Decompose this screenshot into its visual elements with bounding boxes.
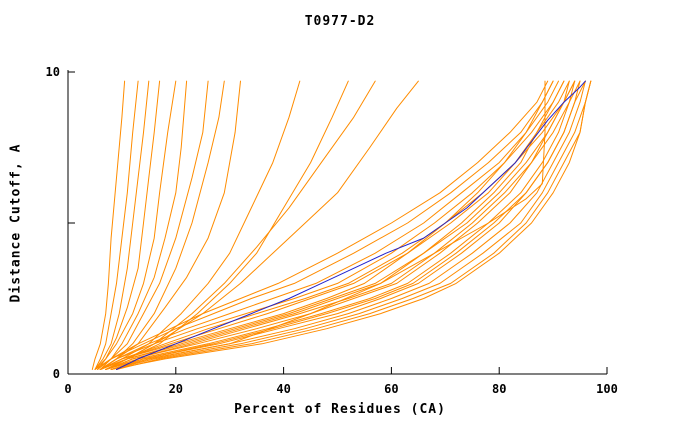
x-axis-label: Percent of Residues (CA) [234, 402, 446, 417]
model-curve [99, 80, 565, 370]
y-tick-label: 10 [46, 65, 60, 79]
x-tick-label: 60 [384, 382, 398, 396]
y-tick-label: 0 [53, 367, 60, 381]
model-curve [116, 80, 592, 370]
model-curve [105, 80, 419, 370]
model-curve [94, 80, 554, 370]
model-curve [110, 80, 586, 370]
model-curve [110, 80, 592, 370]
highlight-model-curve [116, 80, 586, 370]
model-curve [94, 80, 161, 370]
model-curve [99, 80, 554, 370]
model-curve [97, 80, 177, 370]
model-curve [94, 80, 150, 370]
model-curve [105, 80, 576, 370]
model-curve [91, 80, 126, 370]
y-axis-label: Distance Cutoff, A [8, 143, 24, 303]
model-curve [99, 80, 241, 370]
model-curve [105, 80, 581, 370]
model-curve [105, 80, 570, 370]
x-tick-label: 80 [492, 382, 506, 396]
model-curve [99, 80, 565, 370]
x-tick-label: 20 [169, 382, 183, 396]
model-curve [99, 80, 301, 370]
x-tick-label: 100 [596, 382, 618, 396]
chart-title: T0977-D2 [304, 14, 376, 29]
model-curve [99, 80, 376, 370]
model-curve [94, 80, 139, 370]
model-curve [97, 80, 188, 370]
x-tick-label: 40 [276, 382, 290, 396]
model-curve [110, 80, 592, 370]
x-tick-label: 0 [64, 382, 71, 396]
model-curve [99, 80, 209, 370]
model-curve [105, 80, 576, 370]
model-curve [110, 80, 586, 370]
model-curve [99, 80, 570, 370]
model-curve [99, 80, 559, 370]
model-curve [99, 80, 576, 370]
model-curve [94, 80, 549, 370]
